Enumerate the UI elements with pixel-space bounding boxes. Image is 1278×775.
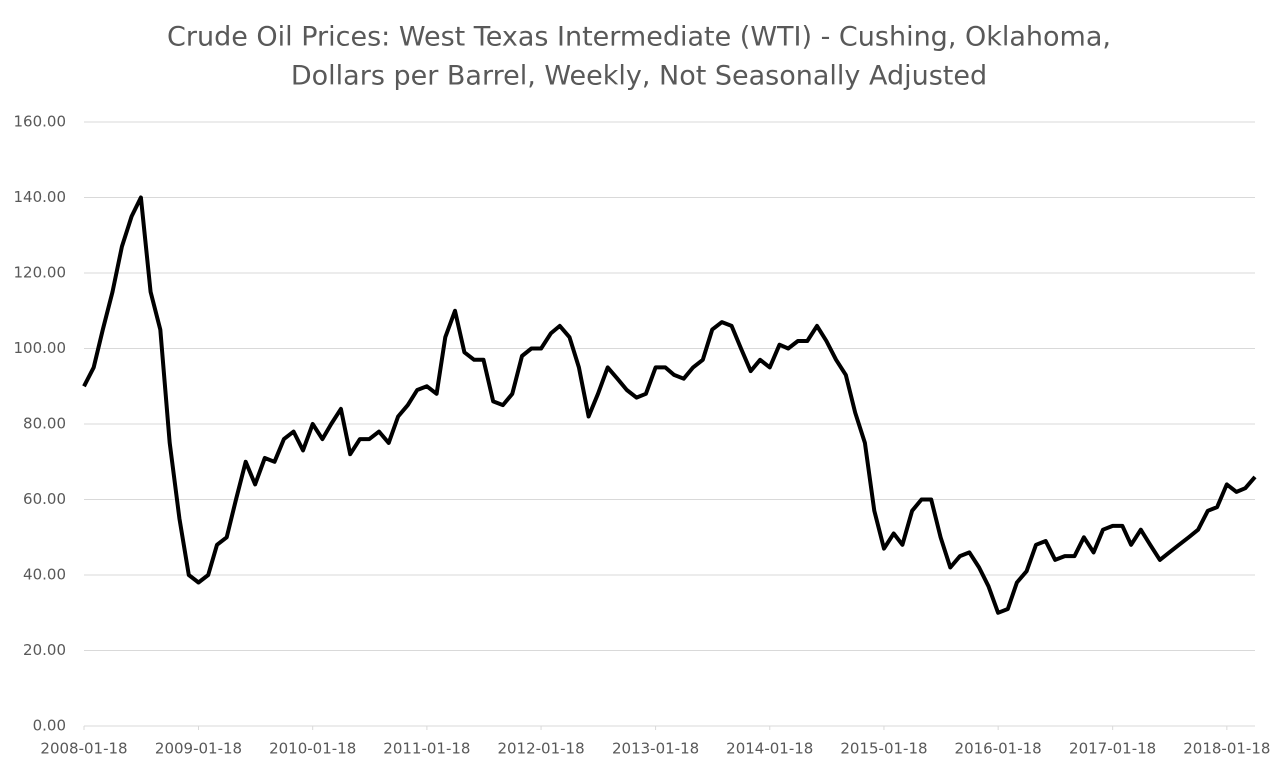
- x-tick-label: 2011-01-18: [383, 740, 470, 758]
- x-tick-label: 2015-01-18: [840, 740, 927, 758]
- chart-title: Dollars per Barrel, Weekly, Not Seasonal…: [291, 61, 987, 92]
- x-tick-label: 2016-01-18: [955, 740, 1042, 758]
- x-tick-label: 2018-01-18: [1183, 740, 1270, 758]
- line: [82, 195, 1257, 615]
- x-tick-label: 2008-01-18: [40, 740, 127, 758]
- x-tick-label: 2009-01-18: [155, 740, 242, 758]
- chart-title: Crude Oil Prices: West Texas Intermediat…: [167, 22, 1111, 53]
- y-tick-label: 160.00: [14, 113, 67, 131]
- y-tick-label: 40.00: [23, 566, 66, 584]
- y-tick-label: 0.00: [33, 717, 66, 735]
- x-tick-label: 2013-01-18: [612, 740, 699, 758]
- y-tick-label: 20.00: [23, 641, 66, 659]
- y-tick-label: 120.00: [14, 264, 67, 282]
- x-tick-label: 2017-01-18: [1069, 740, 1156, 758]
- y-tick-label: 80.00: [23, 415, 66, 433]
- x-tick-label: 2012-01-18: [497, 740, 584, 758]
- x-tick-label: 2014-01-18: [726, 740, 813, 758]
- y-tick-label: 100.00: [14, 339, 67, 357]
- x-tick-label: 2010-01-18: [269, 740, 356, 758]
- y-tick-label: 140.00: [14, 188, 67, 206]
- y-tick-label: 60.00: [23, 490, 66, 508]
